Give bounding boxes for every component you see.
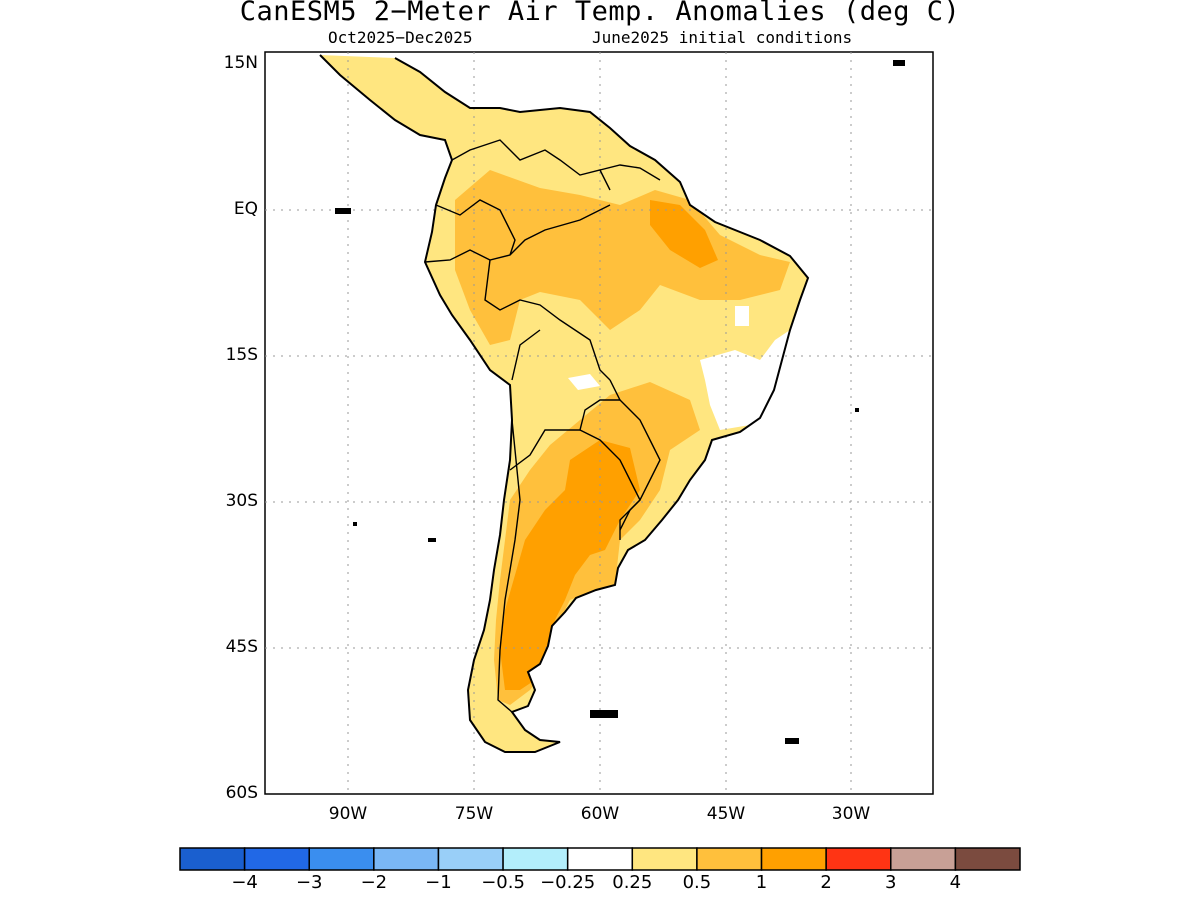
forecast-period: Oct2025−Dec2025 xyxy=(328,28,473,47)
colorbar-tick-label: 3 xyxy=(885,872,897,893)
colorbar-tick-label: −4 xyxy=(231,872,258,893)
coastline xyxy=(319,54,810,753)
colorbar-tick-label: −1 xyxy=(425,872,452,893)
near-normal-region-patch xyxy=(568,374,600,390)
lon-tick-75w: 75W xyxy=(454,804,494,824)
colorbar-tick-label: 0.25 xyxy=(612,872,653,893)
anomaly-0.5-1-region xyxy=(455,170,790,345)
colorbar-swatch xyxy=(954,847,1021,871)
colorbar-swatch xyxy=(760,847,827,871)
colorbar-tick-label: 1 xyxy=(755,872,768,893)
colorbar-swatch xyxy=(566,847,634,871)
lon-tick-45w: 45W xyxy=(706,804,746,824)
lon-tick-90w: 90W xyxy=(328,804,368,824)
lat-tick-60s: 60S xyxy=(225,783,258,803)
colorbar-swatch xyxy=(308,847,375,871)
near-normal-region-cell xyxy=(735,306,749,326)
colorbar-swatch xyxy=(243,847,310,871)
map-title: CanESM5 2−Meter Air Temp. Anomalies (deg… xyxy=(239,0,961,27)
lon-tick-60w: 60W xyxy=(580,804,620,824)
initial-conditions: June2025 initial conditions xyxy=(592,28,853,47)
lon-tick-30w: 30W xyxy=(831,804,871,824)
colorbar-swatch xyxy=(502,847,569,871)
colorbar-swatch xyxy=(696,847,763,871)
colorbar-tick-label: 4 xyxy=(949,872,962,893)
colorbar-tick-label: −0.5 xyxy=(481,872,525,893)
colorbar-swatch xyxy=(890,847,957,871)
colorbar-swatch xyxy=(373,847,440,871)
country-borders xyxy=(424,139,661,713)
colorbar-swatch xyxy=(825,847,892,871)
lat-tick-15n: 15N xyxy=(223,53,258,73)
anomaly-1-2-region-south xyxy=(500,440,640,690)
lat-tick-eq: EQ xyxy=(233,199,258,219)
colorbar-swatch xyxy=(437,847,504,871)
lat-tick-15s: 15S xyxy=(225,345,258,365)
anomaly-1-2-region-north xyxy=(650,200,718,268)
islands xyxy=(335,60,905,744)
colorbar-tick-label: 0.5 xyxy=(682,872,712,893)
colorbar-swatch xyxy=(179,847,246,871)
colorbar-tick-label: −2 xyxy=(360,872,388,893)
colorbar-tick-label: 2 xyxy=(820,872,832,893)
colorbar-swatch xyxy=(631,847,698,871)
colorbar-tick-label: −0.25 xyxy=(540,872,596,893)
colorbar xyxy=(179,847,1021,871)
lat-tick-45s: 45S xyxy=(225,637,258,657)
lat-tick-30s: 30S xyxy=(225,491,258,511)
colorbar-tick-label: −3 xyxy=(295,872,323,893)
